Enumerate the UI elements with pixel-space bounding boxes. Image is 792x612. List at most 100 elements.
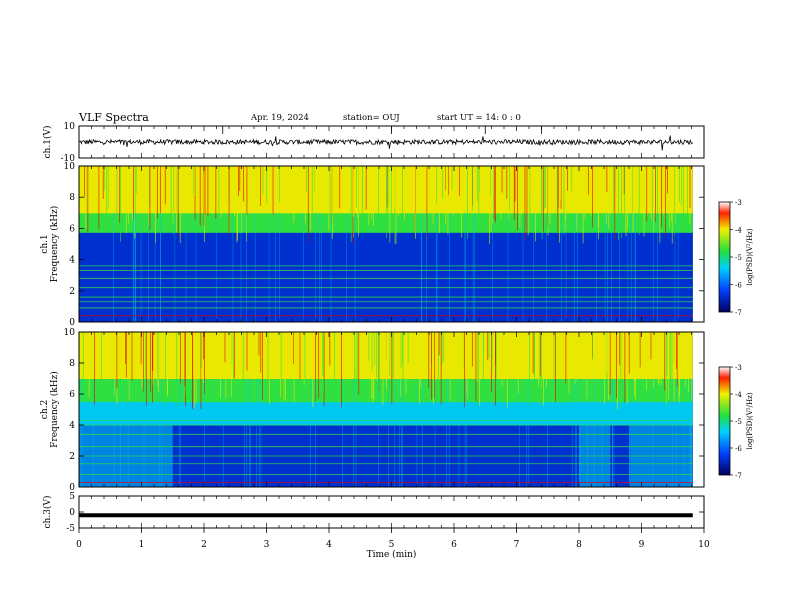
ch1-spec-band — [79, 216, 693, 222]
ch1-spec-ytick-label: 4 — [69, 256, 75, 266]
ch1-colorbar-tick-label: -5 — [735, 254, 742, 262]
ch1-spec-band — [79, 208, 693, 214]
ch1-colorbar: -3 -4 -5 -6 -7 log(PSD)(V²/Hz) — [718, 199, 754, 317]
ch2-spec-band — [79, 343, 693, 348]
ch3-ytick-label: 0 — [69, 508, 75, 518]
x-axis-label: Time (min) — [367, 549, 417, 560]
ch2-spec-bright-region — [629, 401, 693, 487]
ch1-spec-band — [79, 201, 693, 206]
ch1-spec-band — [79, 205, 693, 210]
x-tick-label: 3 — [264, 540, 270, 550]
ch1-spec-band — [79, 314, 693, 319]
ch2-spec-band — [79, 351, 693, 356]
ch1-spec-band — [79, 302, 693, 307]
ch1-spec-band — [79, 279, 693, 284]
ch1-spec-ytick-label: 6 — [69, 224, 75, 234]
ch2-colorbar-tick-label: -4 — [735, 391, 742, 399]
ch2-spec-ytick-label: 4 — [69, 421, 75, 431]
ch1-colorbar-tick-label: -6 — [735, 282, 742, 290]
ch2-colorbar-bar — [718, 366, 731, 476]
ch2-spec-band — [79, 413, 693, 418]
x-tick-label: 6 — [451, 540, 457, 550]
ch2-colorbar-tick-label: -7 — [735, 472, 742, 480]
ch2-spec-band — [79, 483, 693, 488]
ch1-spec-band — [79, 185, 693, 190]
ch2-spec-band — [79, 409, 693, 414]
ch2-spec-band — [79, 386, 693, 391]
ch2-spec-band — [79, 428, 693, 434]
ch2-spec-band — [79, 335, 693, 341]
ch2-spec-ylabel: Frequency (kHz) — [49, 371, 60, 448]
ch1-ytick-label: 10 — [64, 122, 76, 132]
ch2-colorbar-tick-label: -6 — [735, 445, 742, 453]
ch3-ytick-label: -5 — [66, 524, 75, 534]
ch1-spec-band — [79, 255, 693, 261]
ch2-spec-band — [79, 432, 693, 438]
ch1-spec-band — [79, 290, 693, 296]
ch1-spec-band — [79, 306, 693, 311]
ch1-spec-ylabel: Frequency (kHz) — [49, 206, 60, 283]
ch1-ylabel: ch.1(V) — [42, 126, 53, 159]
ch3-ylabel: ch.3(V) — [42, 496, 53, 529]
x-tick-label: 2 — [201, 540, 207, 550]
ch1-spec-band — [79, 177, 693, 183]
ch2-spec-band — [79, 467, 693, 472]
ch1-spectrogram-panel: 0 2 4 6 8 10 ch.1 Frequency (kHz) — [40, 162, 705, 328]
ch2-colorbar: -3 -4 -5 -6 -7 log(PSD)(V²/Hz) — [718, 364, 754, 480]
ch1-spec-band — [79, 189, 693, 194]
ch1-spec-band — [79, 181, 693, 186]
ch2-spec-band — [79, 339, 693, 345]
ch2-spec-band — [79, 448, 693, 453]
ch1-spec-band — [79, 169, 693, 175]
x-tick-label: 9 — [639, 540, 645, 550]
ch3-frame — [78, 495, 705, 529]
ch1-spec-band — [79, 267, 693, 272]
ch2-spec-ytick-label: 2 — [69, 452, 75, 462]
ch1-spec-ytick-label: 8 — [69, 193, 75, 203]
ch2-spec-band — [79, 475, 693, 480]
ch2-spec-band — [79, 417, 693, 422]
ch2-spec-band — [79, 401, 693, 407]
ch2-spec-band — [79, 370, 693, 376]
ch1-spec-band — [79, 275, 693, 280]
ch1-spec-band — [79, 173, 693, 179]
ch2-spec-band — [79, 425, 693, 430]
ch2-spec-band — [79, 355, 693, 360]
ch1-spec-ytick-label: 0 — [69, 318, 75, 328]
ch2-colorbar-label: log(PSD)(V²/Hz) — [746, 392, 754, 449]
ch2-spec-band — [79, 382, 693, 387]
ch2-spec-band — [79, 397, 693, 403]
ch1-waveform-panel: 10 -10 ch.1(V) — [42, 122, 705, 164]
ch2-spec-band — [79, 456, 693, 461]
ch2-spec-bright-region — [79, 401, 173, 487]
x-tick-label: 4 — [326, 540, 332, 550]
figure-title: VLF Spectra — [79, 111, 149, 124]
ch2-spec-band — [79, 452, 693, 457]
ch1-spec-band — [79, 259, 693, 264]
ch1-spec-band — [79, 310, 693, 315]
ch2-spec-band — [79, 479, 693, 484]
ch1-spec-ytick-label: 2 — [69, 287, 75, 297]
ch2-spec-band — [79, 421, 693, 426]
ch2-spec-band — [79, 363, 693, 368]
ch1-spec-band — [79, 286, 693, 292]
ch2-spec-bright-region — [579, 401, 611, 487]
ch2-spec-ytick-label: 8 — [69, 359, 75, 369]
ch1-spec-band — [79, 251, 693, 257]
ch1-spec-band — [79, 318, 693, 323]
x-tick-label: 7 — [514, 540, 520, 550]
ch2-spec-band — [79, 390, 693, 395]
ch1-trace — [78, 135, 693, 151]
time-axis: 0 1 2 3 4 5 6 7 8 9 10 Time (min) — [76, 528, 710, 560]
ch1-colorbar-tick-label: -4 — [735, 227, 742, 235]
ch2-colorbar-tick-label: -3 — [735, 364, 742, 372]
ch2-spec-band — [79, 459, 693, 465]
ch2-colorbar-tick-label: -5 — [735, 418, 742, 426]
ch1-spec-band — [79, 197, 693, 202]
date-label: Apr. 19, 2024 — [251, 113, 309, 123]
ch1-colorbar-bar — [718, 201, 731, 313]
x-tick-label: 5 — [389, 540, 395, 550]
ch1-spec-band — [79, 283, 693, 288]
ch1-spec-band — [79, 236, 693, 241]
